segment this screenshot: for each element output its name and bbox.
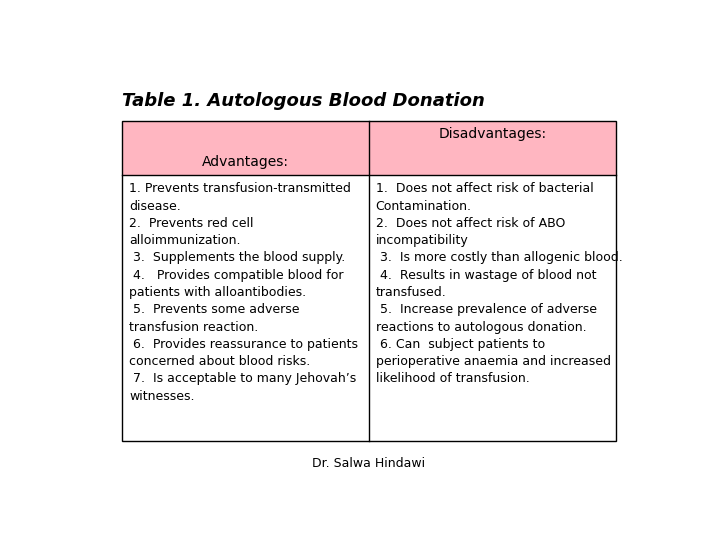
Text: disease.: disease. xyxy=(129,200,181,213)
Text: 2.  Prevents red cell: 2. Prevents red cell xyxy=(129,217,253,230)
Bar xyxy=(369,121,616,175)
Text: 5.  Prevents some adverse: 5. Prevents some adverse xyxy=(129,303,300,316)
Text: 5.  Increase prevalence of adverse: 5. Increase prevalence of adverse xyxy=(376,303,597,316)
Text: 3.  Is more costly than allogenic blood.: 3. Is more costly than allogenic blood. xyxy=(376,252,623,265)
Text: 2.  Does not affect risk of ABO: 2. Does not affect risk of ABO xyxy=(376,217,565,230)
Text: 3.  Supplements the blood supply.: 3. Supplements the blood supply. xyxy=(129,252,346,265)
Text: Dr. Salwa Hindawi: Dr. Salwa Hindawi xyxy=(312,457,426,470)
Text: 1. Prevents transfusion-transmitted: 1. Prevents transfusion-transmitted xyxy=(129,183,351,195)
Text: reactions to autologous donation.: reactions to autologous donation. xyxy=(376,321,586,334)
Text: 7.  Is acceptable to many Jehovah’s: 7. Is acceptable to many Jehovah’s xyxy=(129,372,356,385)
Text: concerned about blood risks.: concerned about blood risks. xyxy=(129,355,310,368)
Text: likelihood of transfusion.: likelihood of transfusion. xyxy=(376,372,529,385)
Text: Table 1. Autologous Blood Donation: Table 1. Autologous Blood Donation xyxy=(122,92,485,110)
Text: 6. Can  subject patients to: 6. Can subject patients to xyxy=(376,338,545,351)
Text: alloimmunization.: alloimmunization. xyxy=(129,234,240,247)
Text: patients with alloantibodies.: patients with alloantibodies. xyxy=(129,286,306,299)
Text: 4.  Results in wastage of blood not: 4. Results in wastage of blood not xyxy=(376,269,596,282)
Text: 1.  Does not affect risk of bacterial: 1. Does not affect risk of bacterial xyxy=(376,183,593,195)
Text: 6.  Provides reassurance to patients: 6. Provides reassurance to patients xyxy=(129,338,358,351)
Text: Disadvantages:: Disadvantages: xyxy=(438,127,546,141)
Bar xyxy=(122,121,616,441)
Text: perioperative anaemia and increased: perioperative anaemia and increased xyxy=(376,355,611,368)
Text: witnesses.: witnesses. xyxy=(129,389,194,402)
Text: transfused.: transfused. xyxy=(376,286,446,299)
Text: Advantages:: Advantages: xyxy=(202,155,289,168)
Bar xyxy=(122,175,616,441)
Text: incompatibility: incompatibility xyxy=(376,234,469,247)
Text: Contamination.: Contamination. xyxy=(376,200,472,213)
Text: transfusion reaction.: transfusion reaction. xyxy=(129,321,258,334)
Bar xyxy=(122,121,369,175)
Text: 4.   Provides compatible blood for: 4. Provides compatible blood for xyxy=(129,269,343,282)
